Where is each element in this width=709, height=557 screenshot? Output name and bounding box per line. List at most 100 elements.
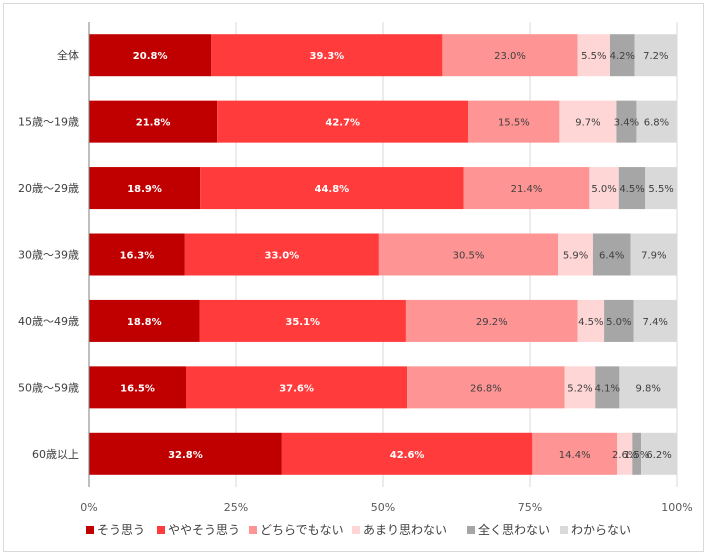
data-label: 16.5% [120,383,155,394]
data-label: 7.9% [641,251,666,262]
bar-segment [378,233,559,276]
data-label: 15.5% [498,118,530,129]
bar-segment [200,167,464,210]
bar-segment [89,167,201,210]
category-label: 50歳～59歳 [18,381,79,394]
legend-swatch [560,526,568,534]
bar-segment [463,167,590,210]
bar-segment [577,299,605,342]
data-label: 4.2% [610,51,635,62]
legend-swatch [249,526,257,534]
data-label: 18.9% [127,184,162,195]
data-label: 39.3% [309,51,344,62]
data-label: 29.2% [476,317,508,328]
bar-segment [619,366,677,409]
data-label: 7.2% [643,51,668,62]
bar-segment [630,233,677,276]
bar-segment [281,432,533,475]
data-label: 6.8% [644,118,669,129]
data-label: 6.4% [599,251,624,262]
bar-segment [589,167,619,210]
bar-segment [564,366,596,409]
legend-label: あまり思わない [363,523,447,537]
bar-segment [405,299,578,342]
data-label: 23.0% [494,51,526,62]
bar-segment [199,299,406,342]
data-label: 4.5% [619,184,644,195]
bar-segment [407,366,565,409]
data-label: 33.0% [265,251,300,262]
bar-segment [186,366,408,409]
bar-segment [558,233,593,276]
axes: 0% 25% 50% 75% 100% 全体 15歳～19歳 20歳～29歳 30歳～39歳 40… [18,22,693,514]
data-label: 3.4% [614,118,639,129]
data-label: 42.6% [390,450,425,461]
bar-segment [89,366,187,409]
data-labels: 20.8% 39.3% 23.0% 5.5% 4.2% 7.2% 21.8% 42.7% 15.… [120,51,674,461]
data-label: 30.5% [453,251,485,262]
bar-segment [645,167,677,210]
legend-label: どちらでもない [260,523,344,537]
bar-segment [604,299,634,342]
bars [89,34,677,475]
x-tick-label: 100% [661,501,692,514]
data-label: 4.5% [578,317,603,328]
bar-segment [89,299,200,342]
x-tick-label: 0% [80,501,97,514]
category-label: 60歳以上 [32,448,79,461]
bar-segment [633,299,677,342]
category-label: 全体 [57,48,79,62]
data-label: 37.6% [279,383,314,394]
legend-swatch [467,526,475,534]
bar-segment [617,432,633,475]
data-label: 16.3% [120,251,155,262]
data-label: 42.7% [325,118,360,129]
category-label: 40歳～49歳 [18,315,79,328]
data-label: 44.8% [314,184,349,195]
bar-segment [89,432,282,475]
data-label: 6.2% [646,450,671,461]
bar-segment [89,34,212,77]
bar-segment [184,233,379,276]
data-label: 5.2% [567,383,592,394]
data-label: 1.5% [624,450,649,461]
legend-label: 全く思わない [478,522,550,537]
data-label: 21.8% [136,118,171,129]
data-label: 32.8% [168,450,203,461]
bar-segment [618,167,646,210]
data-label: 20.8% [133,51,168,62]
bar-segment [641,432,677,475]
legend-label: そう思う [97,523,145,537]
data-label: 5.0% [591,184,616,195]
data-label: 5.5% [648,184,673,195]
category-label: 20歳～29歳 [18,182,79,195]
legend-label: わからない [571,523,631,537]
legend-swatch [352,526,360,534]
bar-segment [217,100,469,143]
bar-segment [592,233,631,276]
category-label: 15歳～19歳 [18,116,79,129]
data-label: 14.4% [559,450,591,461]
data-label: 5.5% [581,51,606,62]
bar-segment [609,34,635,77]
bar-segment [632,432,642,475]
data-label: 7.4% [643,317,668,328]
bar-segment [211,34,443,77]
x-tick-label: 75% [518,501,542,514]
bar-segment [532,432,618,475]
bar-segment [595,366,620,409]
data-label: 18.8% [127,317,162,328]
bar-segment [89,233,185,276]
data-label: 5.9% [563,251,588,262]
bar-segment [577,34,610,77]
bar-segment [468,100,560,143]
data-label: 2.6% [612,450,637,461]
bar-segment [442,34,578,77]
bar-segment [634,34,677,77]
legend-swatch [86,526,94,534]
data-label: 21.4% [511,184,543,195]
x-tick-label: 50% [371,501,395,514]
data-label: 35.1% [285,317,320,328]
data-label: 9.8% [635,383,660,394]
